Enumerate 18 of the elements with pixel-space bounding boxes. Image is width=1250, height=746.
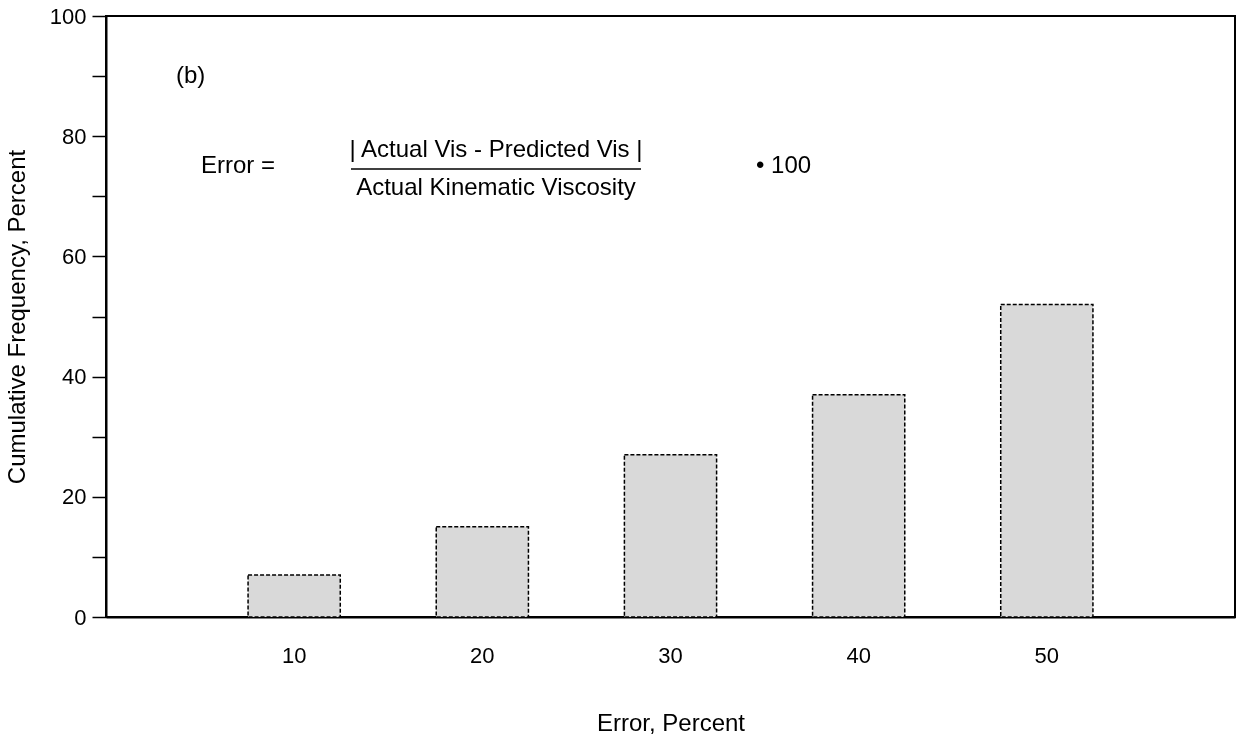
y-tick-label: 100 bbox=[49, 3, 87, 29]
x-tick-label: 10 bbox=[281, 642, 307, 668]
x-tick-label: 20 bbox=[470, 642, 495, 668]
y-axis-title: Cumulative Frequency, Percent bbox=[2, 149, 30, 485]
y-tick-label: 20 bbox=[62, 484, 87, 510]
x-tick-label: 40 bbox=[846, 642, 871, 668]
x-axis-title: Error, Percent bbox=[596, 708, 746, 736]
x-tick-label: 50 bbox=[1034, 642, 1060, 668]
annotation: | Actual Vis - Predicted Vis | bbox=[349, 135, 643, 162]
y-tick-label: 40 bbox=[62, 364, 87, 390]
annotation: Actual Kinematic Viscosity bbox=[356, 173, 636, 200]
x-tick-label: 30 bbox=[658, 642, 683, 668]
y-tick-label: 0 bbox=[74, 604, 87, 630]
y-tick-label: 60 bbox=[62, 243, 87, 269]
annotation: (b) bbox=[176, 61, 206, 88]
annotation: • 100 bbox=[756, 151, 812, 178]
y-tick-label: 80 bbox=[62, 123, 87, 149]
annotation: Error = bbox=[201, 151, 276, 178]
